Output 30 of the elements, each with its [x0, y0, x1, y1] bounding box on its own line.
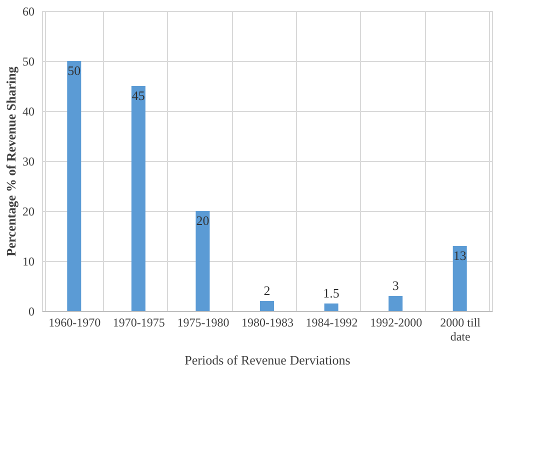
y-tick-label: 0 [28, 304, 34, 318]
bar [324, 304, 338, 311]
data-label: 45 [132, 88, 145, 103]
y-tick-label: 20 [22, 204, 34, 218]
y-tick-label: 10 [22, 254, 34, 268]
data-label: 50 [68, 63, 81, 78]
x-tick-label: 2000 till date [440, 316, 482, 344]
data-label: 3 [392, 278, 399, 293]
x-tick-label: 1960-1970 [48, 316, 101, 330]
data-label: 13 [453, 248, 466, 263]
bar [388, 296, 403, 311]
bar [260, 301, 274, 311]
x-tick-label: 1970-1975 [112, 316, 165, 330]
y-tick-label: 30 [22, 154, 34, 168]
x-tick-label: 1975-1980 [177, 316, 230, 330]
y-axis-title: Percentage % of Revenue Sharing [4, 66, 18, 256]
x-tick-label: 1984-1992 [306, 316, 358, 330]
data-label: 1.5 [323, 286, 340, 300]
y-tick-label: 40 [22, 104, 34, 118]
bar [67, 61, 82, 311]
y-tick-label: 60 [22, 4, 34, 18]
y-tick-label: 50 [22, 54, 34, 68]
data-label: 20 [196, 213, 210, 228]
bar [131, 86, 146, 311]
bar [196, 211, 210, 311]
x-axis-title: Periods of Revenue Derviations [184, 352, 350, 368]
x-tick-label: 1980-1983 [242, 316, 294, 330]
data-label: 2 [264, 283, 270, 298]
x-tick-label: 1992-2000 [370, 316, 422, 330]
bar [452, 246, 467, 311]
